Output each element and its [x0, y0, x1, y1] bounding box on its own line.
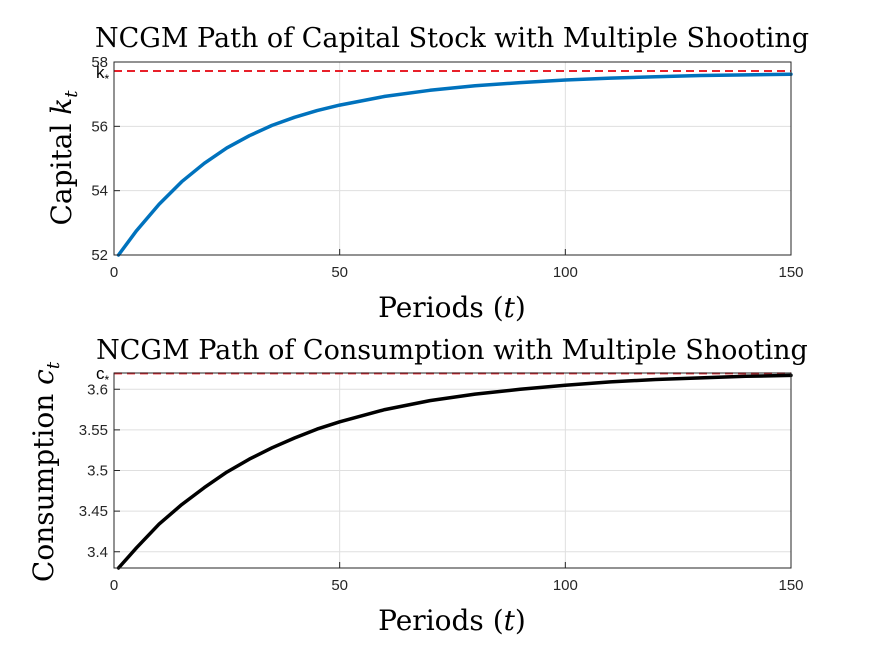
consumption-x-tick-label: 100	[553, 577, 578, 594]
capital-x-axis-label: Periods (t)	[378, 291, 526, 324]
consumption-ylabel-var: c	[27, 369, 60, 385]
capital-chart-title: NCGM Path of Capital Stock with Multiple…	[95, 23, 809, 54]
consumption-ref-main: c	[96, 364, 105, 383]
capital-y-tick-label: 52	[91, 247, 108, 264]
consumption-xlabel-var: t	[504, 604, 516, 637]
consumption-y-tick-label: 3.6	[87, 381, 108, 398]
consumption-y-tick-label: 3.4	[87, 544, 108, 561]
consumption-y-axis-label: Consumption ct	[27, 361, 64, 582]
capital-ylabel-var: k	[45, 98, 78, 115]
consumption-y-tick-label: 3.5	[87, 463, 108, 480]
capital-y-ticks: 52 54 56 58	[91, 54, 120, 264]
capital-y-tick-label: 54	[91, 183, 108, 200]
consumption-ylabel-main: Consumption	[27, 385, 60, 582]
consumption-x-tick-label: 0	[110, 577, 118, 594]
capital-ref-main: k	[96, 63, 105, 82]
consumption-x-axis-label: Periods (t)	[378, 604, 526, 637]
consumption-x-tick-label: 150	[778, 577, 803, 594]
capital-axes-box	[113, 61, 792, 256]
capital-x-tick-label: 50	[331, 264, 348, 281]
consumption-y-tick-label: 3.55	[79, 422, 108, 439]
capital-xlabel-close: )	[515, 291, 526, 324]
consumption-x-tick-label: 50	[331, 577, 348, 594]
capital-y-axis-label: Capital kt	[45, 90, 82, 226]
consumption-ref-sub: *	[105, 373, 110, 387]
consumption-y-ticks: 3.4 3.45 3.5 3.55 3.6	[79, 381, 120, 561]
capital-ref-sub: *	[105, 72, 110, 86]
consumption-steady-state-label: c*	[96, 364, 110, 387]
capital-plot-area	[113, 61, 792, 256]
consumption-y-tick-label: 3.45	[79, 503, 108, 520]
capital-ylabel-main: Capital	[45, 115, 78, 226]
capital-y-tick-label: 58	[91, 54, 108, 71]
consumption-ylabel-sub: t	[43, 361, 64, 369]
capital-series-line	[116, 72, 793, 257]
consumption-series	[116, 373, 793, 570]
consumption-series-line	[116, 373, 793, 570]
capital-y-tick-label: 56	[91, 118, 108, 135]
capital-xlabel-var: t	[504, 291, 516, 324]
capital-ylabel-sub: t	[61, 90, 82, 98]
capital-xlabel-main: Periods (	[378, 291, 503, 324]
capital-series	[116, 72, 793, 257]
capital-x-tick-label: 100	[553, 264, 578, 281]
capital-steady-state-label: k*	[96, 63, 110, 86]
capital-chart: NCGM Path of Capital Stock with Multiple…	[45, 23, 809, 324]
capital-x-tick-label: 0	[110, 264, 118, 281]
capital-x-tick-label: 150	[778, 264, 803, 281]
consumption-xlabel-main: Periods (	[378, 604, 503, 637]
consumption-x-ticks: 0 50 100 150	[110, 562, 804, 594]
consumption-chart: NCGM Path of Consumption with Multiple S…	[27, 335, 808, 637]
consumption-xlabel-close: )	[515, 604, 526, 637]
capital-x-ticks: 0 50 100 150	[110, 249, 804, 281]
consumption-chart-title: NCGM Path of Consumption with Multiple S…	[96, 335, 808, 366]
